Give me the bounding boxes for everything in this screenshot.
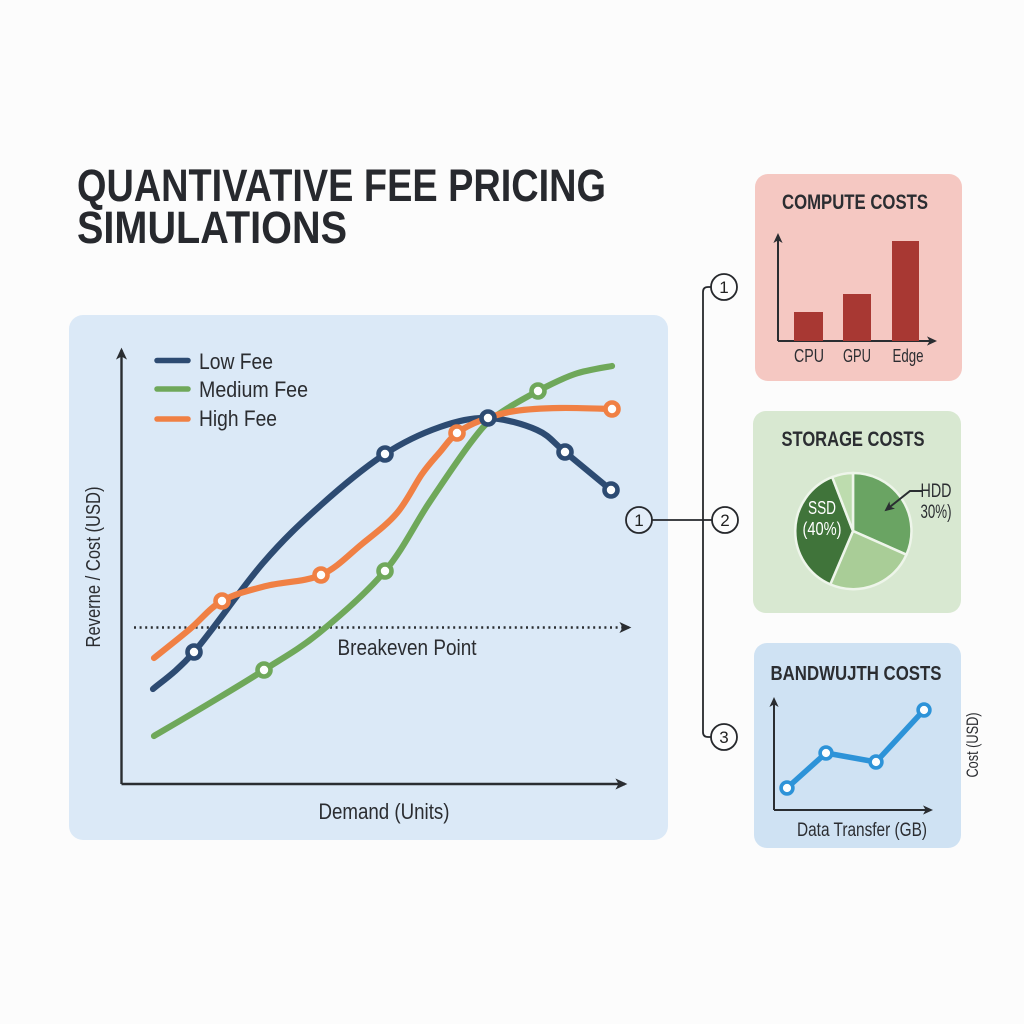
svg-text:(40%): (40%) — [803, 519, 842, 539]
svg-text:Cost (USD): Cost (USD) — [963, 713, 982, 778]
svg-text:COMPUTE COSTS: COMPUTE COSTS — [782, 190, 928, 214]
svg-text:Breakeven Point: Breakeven Point — [338, 635, 478, 660]
svg-text:HDD: HDD — [921, 481, 952, 502]
svg-text:30%): 30%) — [921, 502, 952, 523]
svg-text:Low Fee: Low Fee — [199, 349, 273, 374]
svg-text:Demand (Units): Demand (Units) — [319, 799, 450, 824]
svg-text:GPU: GPU — [843, 345, 871, 366]
svg-text:1: 1 — [634, 511, 643, 530]
svg-text:BANDWUJTH COSTS: BANDWUJTH COSTS — [771, 663, 942, 685]
svg-text:Data Transfer (GB): Data Transfer (GB) — [797, 820, 927, 841]
svg-text:Medium Fee: Medium Fee — [199, 377, 308, 402]
svg-text:Edge: Edge — [893, 345, 924, 366]
svg-text:QUANTIVATIVE FEE PRICING: QUANTIVATIVE FEE PRICING — [77, 160, 606, 211]
svg-text:Reverne / Cost (USD): Reverne / Cost (USD) — [83, 487, 105, 648]
svg-text:SSD: SSD — [808, 498, 836, 518]
svg-text:SIMULATIONS: SIMULATIONS — [77, 202, 347, 253]
svg-text:3: 3 — [719, 728, 728, 747]
svg-text:CPU: CPU — [794, 345, 824, 366]
svg-text:1: 1 — [719, 278, 728, 297]
svg-text:STORAGE COSTS: STORAGE COSTS — [782, 427, 925, 451]
svg-text:2: 2 — [720, 511, 729, 530]
svg-text:High Fee: High Fee — [199, 406, 277, 431]
